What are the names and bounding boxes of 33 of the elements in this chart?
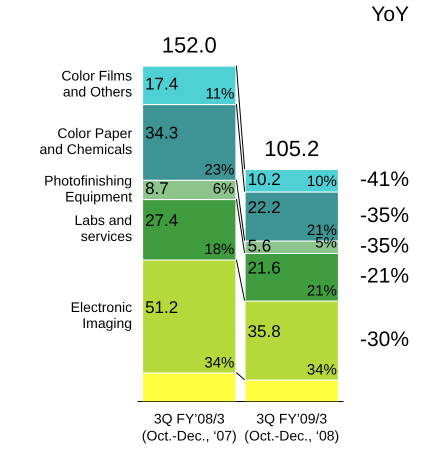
annotation: 6% xyxy=(212,180,234,198)
data-label: 22.2 xyxy=(248,198,281,217)
text: YoY xyxy=(371,2,409,26)
annotation: 34% xyxy=(204,354,234,372)
data-label: 10.2 xyxy=(248,170,281,189)
text: -35% xyxy=(360,204,409,227)
annotation: 21% xyxy=(306,282,337,300)
series-label: Labs and services xyxy=(74,212,132,244)
data-label: 8.7 xyxy=(145,179,169,198)
series-label: Color Films and Others xyxy=(61,68,132,100)
text: -21% xyxy=(360,264,409,288)
text: -41% xyxy=(360,168,409,192)
data-label: 17.4 xyxy=(145,74,178,94)
series-label: Color Paper and Chemicals xyxy=(39,124,132,157)
series-label: Photofinishing Equipment xyxy=(44,172,132,204)
data-label: 21.6 xyxy=(248,258,281,278)
total-label: 152.0 xyxy=(162,32,217,58)
annotation: 23% xyxy=(204,162,234,179)
annotation: 18% xyxy=(204,241,234,258)
data-label: 51.2 xyxy=(145,298,178,317)
annotation: 11% xyxy=(205,86,234,103)
annotation: 34% xyxy=(306,361,337,378)
annotation: 10% xyxy=(306,173,337,190)
data-label: 27.4 xyxy=(145,211,178,230)
text: -30% xyxy=(360,328,409,352)
text: -35% xyxy=(360,234,409,258)
total-label: 105.2 xyxy=(264,136,320,162)
data-label: 34.3 xyxy=(145,124,178,143)
x-tick-label: 3Q FY’08/3 (Oct.-Dec., ‘07) xyxy=(142,410,237,444)
data-label: 5.6 xyxy=(248,236,272,256)
series-label: Electronic Imaging xyxy=(70,299,132,331)
data-label: 35.8 xyxy=(248,322,281,341)
x-tick-label: 3Q FY’09/3 (Oct.-Dec., ‘08) xyxy=(244,410,340,444)
